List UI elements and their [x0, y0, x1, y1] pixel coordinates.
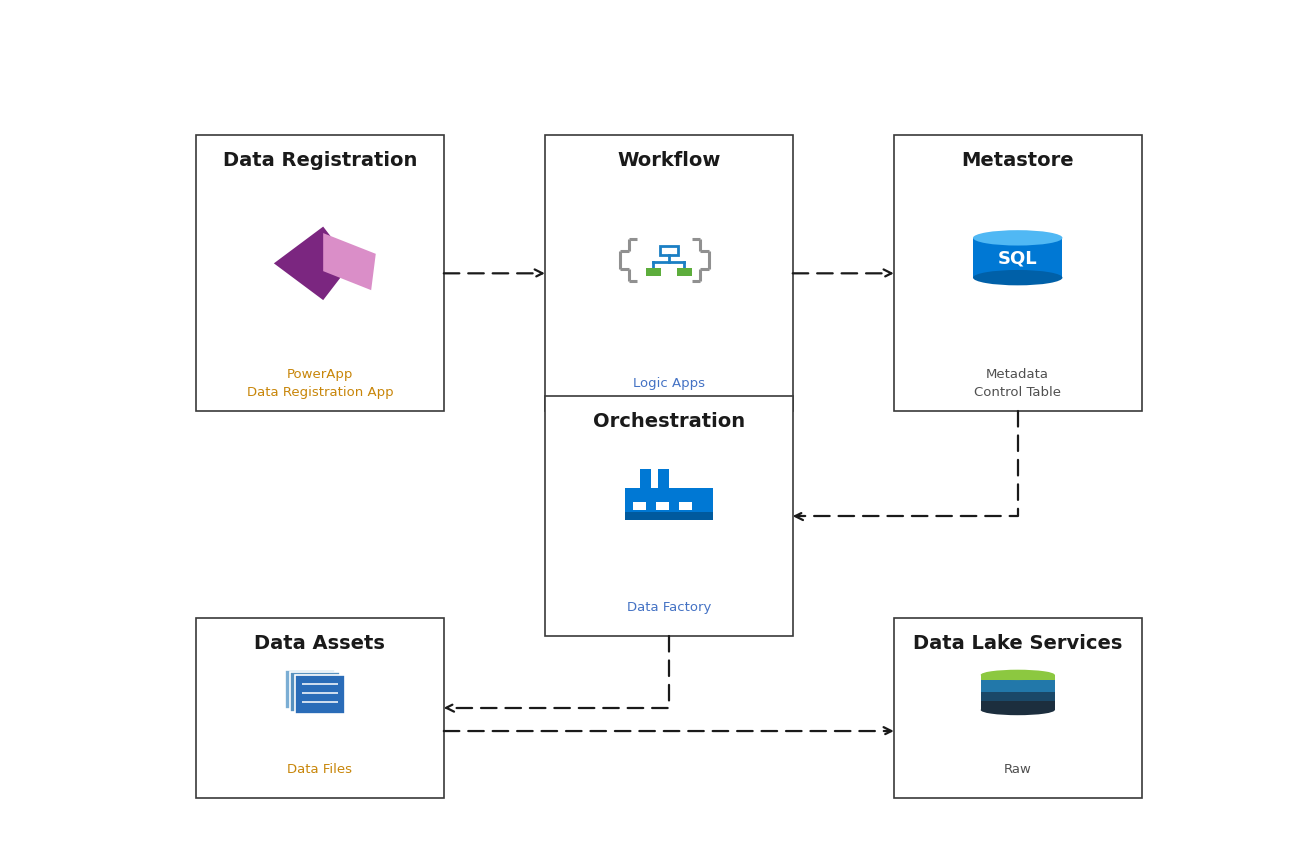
Text: Metastore: Metastore	[962, 151, 1074, 170]
FancyBboxPatch shape	[894, 136, 1142, 411]
Ellipse shape	[981, 670, 1054, 680]
FancyBboxPatch shape	[679, 502, 693, 510]
Text: Data Files: Data Files	[287, 763, 352, 776]
FancyBboxPatch shape	[545, 397, 792, 636]
FancyBboxPatch shape	[196, 618, 444, 797]
FancyBboxPatch shape	[981, 675, 1054, 681]
Text: Metadata
Control Table: Metadata Control Table	[975, 368, 1061, 399]
Text: Logic Apps: Logic Apps	[633, 377, 705, 390]
Ellipse shape	[974, 270, 1062, 285]
FancyBboxPatch shape	[196, 136, 444, 411]
Polygon shape	[324, 233, 376, 290]
Text: PowerApp
Data Registration App: PowerApp Data Registration App	[247, 368, 393, 399]
FancyBboxPatch shape	[641, 469, 651, 488]
FancyBboxPatch shape	[981, 692, 1054, 702]
FancyBboxPatch shape	[625, 487, 713, 520]
FancyBboxPatch shape	[646, 268, 662, 276]
FancyBboxPatch shape	[659, 469, 669, 488]
FancyBboxPatch shape	[633, 502, 646, 510]
FancyBboxPatch shape	[290, 672, 341, 712]
Text: Data Factory: Data Factory	[626, 601, 711, 614]
FancyBboxPatch shape	[894, 618, 1142, 797]
Text: Data Lake Services: Data Lake Services	[913, 633, 1122, 652]
Text: Raw: Raw	[1004, 763, 1032, 776]
Text: Orchestration: Orchestration	[592, 412, 745, 431]
FancyBboxPatch shape	[659, 246, 679, 255]
FancyBboxPatch shape	[545, 136, 792, 411]
FancyBboxPatch shape	[625, 512, 713, 520]
Text: SQL: SQL	[998, 250, 1037, 268]
FancyBboxPatch shape	[974, 238, 1062, 277]
FancyBboxPatch shape	[981, 702, 1054, 710]
FancyBboxPatch shape	[981, 681, 1054, 692]
Ellipse shape	[981, 705, 1054, 715]
FancyBboxPatch shape	[286, 670, 335, 709]
Text: Data Assets: Data Assets	[254, 633, 385, 652]
Text: Data Registration: Data Registration	[223, 151, 418, 170]
FancyBboxPatch shape	[676, 268, 692, 276]
Ellipse shape	[974, 230, 1062, 245]
FancyBboxPatch shape	[656, 502, 669, 510]
Text: Workflow: Workflow	[617, 151, 720, 170]
FancyBboxPatch shape	[295, 675, 345, 715]
Polygon shape	[274, 226, 351, 300]
